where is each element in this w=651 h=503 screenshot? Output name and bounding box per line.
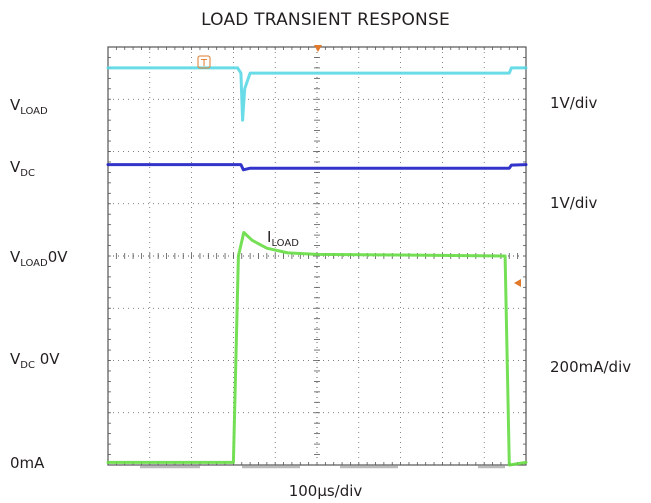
vdc-zero-main: V — [10, 350, 21, 368]
vdc-zero-suffix: 0V — [34, 350, 60, 368]
vload-label: VLOAD — [10, 98, 48, 117]
zero-current-label: 0mA — [10, 454, 45, 472]
scope-markers: T — [197, 45, 521, 287]
vload-scale-label: 1V/div — [550, 94, 598, 112]
vload-zero-suffix: 0V — [47, 248, 68, 266]
channel-ground-marker — [514, 279, 521, 287]
iload-trace-sub: LOAD — [271, 238, 299, 249]
trace-iload — [106, 231, 528, 467]
vdc-zero-label: VDC 0V — [10, 352, 60, 371]
trace-vdc — [106, 163, 528, 172]
vload-zero-sub: LOAD — [20, 258, 48, 269]
trace-vload — [106, 66, 528, 122]
iload-trace-main: I — [267, 228, 272, 246]
vdc-label-sub: DC — [20, 168, 35, 179]
vdc-label-main: V — [10, 158, 21, 176]
iload-trace-label: ILOAD — [267, 230, 299, 249]
vload-label-sub: LOAD — [20, 106, 48, 117]
trigger-icon-label: T — [200, 58, 208, 69]
scope-traces — [106, 66, 528, 467]
chart-title: LOAD TRANSIENT RESPONSE — [201, 10, 450, 30]
trigger-position-marker — [314, 45, 322, 52]
iload-scale-label: 200mA/div — [550, 358, 632, 376]
vdc-zero-sub: DC — [20, 360, 35, 371]
vload-zero-label: VLOAD0V — [10, 250, 68, 269]
trigger-icon: T — [197, 55, 211, 69]
vdc-label: VDC — [10, 160, 35, 179]
vload-zero-main: V — [10, 248, 21, 266]
vdc-scale-label: 1V/div — [550, 194, 598, 212]
vload-label-main: V — [10, 96, 21, 114]
timebase-label: 100µs/div — [288, 482, 363, 500]
